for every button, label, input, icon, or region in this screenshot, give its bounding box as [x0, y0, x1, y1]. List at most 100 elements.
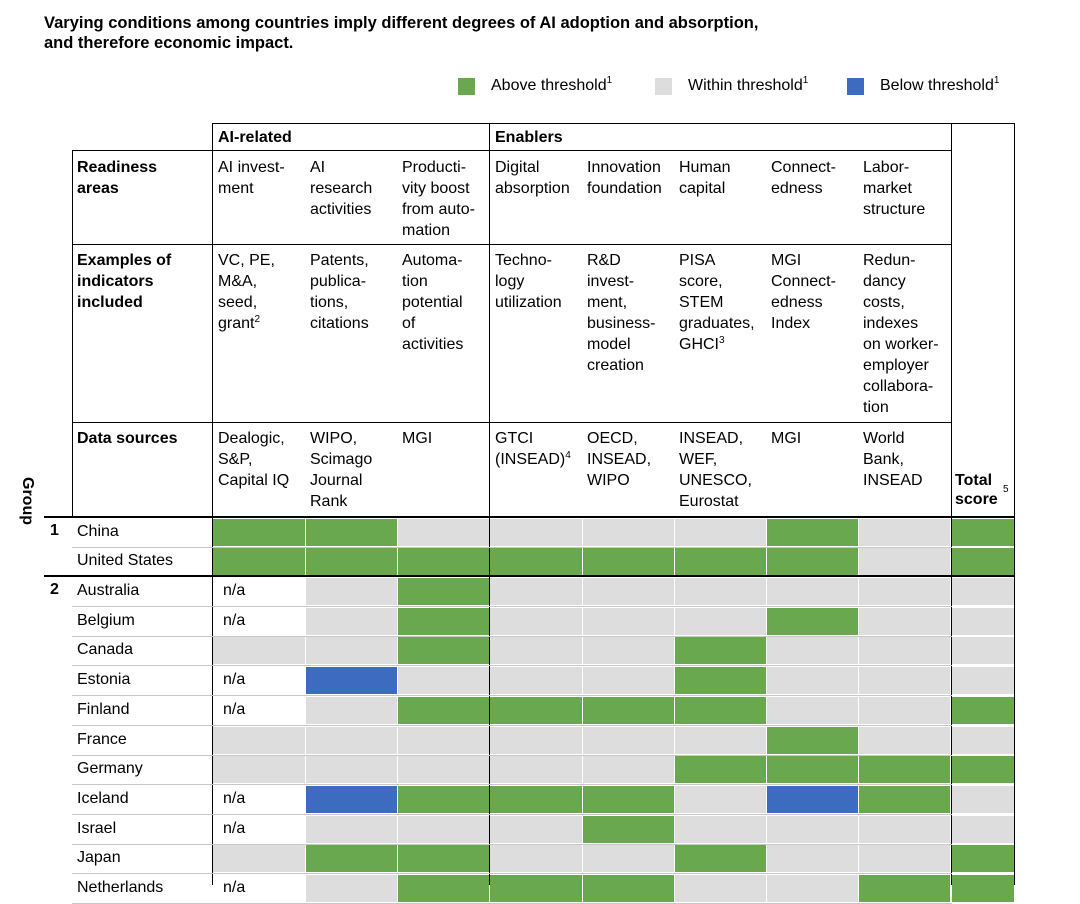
score-cell — [767, 875, 858, 902]
country-label: Netherlands — [77, 879, 164, 896]
score-cell: n/a — [213, 785, 305, 813]
na-label: n/a — [223, 582, 246, 599]
score-cell — [583, 637, 674, 665]
score-cell — [859, 815, 950, 843]
col-1-sources: Dealogic, S&P, Capital IQ — [218, 430, 290, 489]
score-cell — [213, 756, 305, 784]
score-cell — [952, 785, 1014, 813]
score-cell — [952, 726, 1014, 754]
col-4-examples: Techno- logy utilization — [495, 252, 562, 311]
score-cell — [675, 875, 766, 902]
score-cell — [213, 548, 305, 575]
score-cell — [675, 696, 766, 724]
legend-label-within: Within threshold1 — [688, 75, 809, 94]
score-cell — [952, 845, 1014, 873]
score-cell — [490, 756, 582, 784]
score-cell — [859, 519, 950, 546]
score-cell — [306, 519, 397, 546]
score-cell — [767, 785, 858, 813]
score-cell — [398, 578, 489, 605]
score-cell — [675, 815, 766, 843]
col-5-sources: OECD, INSEAD, WIPO — [587, 430, 652, 489]
score-cell — [306, 785, 397, 813]
na-label: n/a — [223, 819, 246, 837]
row-divider — [72, 784, 952, 786]
score-cell — [490, 785, 582, 813]
score-cell: n/a — [213, 667, 305, 695]
score-cell — [583, 578, 674, 605]
group-number: 2 — [50, 581, 59, 598]
score-cell — [767, 519, 858, 546]
col-4-sources: GTCI (INSEAD)4 — [495, 430, 571, 468]
score-cell — [859, 578, 950, 605]
col-4-area: Digital absorption — [495, 159, 570, 197]
vline-ai — [212, 123, 213, 885]
vline-total — [951, 123, 952, 885]
col-6-examples-footnote: 3 — [719, 335, 725, 346]
score-cell — [583, 785, 674, 813]
score-cell — [398, 726, 489, 754]
score-cell: n/a — [213, 875, 305, 902]
rule-under-examples — [72, 422, 952, 423]
score-cell — [859, 667, 950, 695]
score-cell — [583, 696, 674, 724]
score-cell — [583, 519, 674, 546]
group-header-ai: AI-related — [218, 129, 292, 146]
score-cell — [859, 845, 950, 873]
legend-label-below: Below threshold1 — [880, 75, 1000, 94]
col-1-area: AI invest- ment — [218, 159, 285, 197]
group-number: 1 — [50, 522, 59, 539]
score-cell — [767, 696, 858, 724]
score-cell — [767, 637, 858, 665]
score-cell — [952, 519, 1014, 546]
total-score-header: Total score — [955, 472, 998, 508]
rule-under-group — [72, 150, 952, 151]
left-border — [72, 150, 73, 516]
col-5-examples: R&D invest- ment, business- model creati… — [587, 252, 656, 374]
col-6-area: Human capital — [679, 159, 731, 197]
na-label: n/a — [223, 700, 246, 718]
score-cell — [952, 607, 1014, 635]
score-cell — [675, 756, 766, 784]
score-cell — [767, 578, 858, 605]
row-divider — [72, 754, 952, 756]
score-cell — [306, 607, 397, 635]
col-6-examples: PISA score, STEM graduates, GHCI3 — [679, 252, 755, 353]
score-cell — [398, 815, 489, 843]
score-cell — [675, 548, 766, 575]
row-divider — [72, 635, 952, 637]
score-cell — [398, 607, 489, 635]
score-cell — [767, 845, 858, 873]
group-column-label: Group — [19, 477, 36, 525]
na-label: n/a — [223, 789, 246, 807]
row-divider — [72, 813, 952, 815]
score-cell — [213, 845, 305, 873]
col-6-sources: INSEAD, WEF, UNESCO, Eurostat — [679, 430, 752, 510]
score-cell — [398, 667, 489, 695]
row-divider — [72, 547, 952, 548]
score-cell — [675, 519, 766, 546]
score-cell — [583, 815, 674, 843]
score-cell — [398, 696, 489, 724]
col-3-sources: MGI — [402, 430, 433, 447]
score-cell — [859, 726, 950, 754]
score-cell — [306, 696, 397, 724]
col-8-area: Labor- market structure — [863, 159, 926, 218]
country-label: Israel — [77, 819, 117, 837]
total-score-sup: 5 — [1003, 484, 1009, 495]
score-cell — [952, 815, 1014, 843]
score-cell — [398, 637, 489, 665]
score-cell — [675, 726, 766, 754]
col-3-examples: Automa- tion potential of activities — [402, 252, 464, 353]
group-header-enablers: Enablers — [495, 129, 563, 146]
legend-label-above: Above threshold1 — [491, 75, 613, 94]
rule-under-readiness — [72, 244, 952, 245]
score-cell — [490, 519, 582, 546]
col-8-sources: World Bank, INSEAD — [863, 430, 923, 489]
score-cell — [952, 637, 1014, 665]
country-label: Japan — [77, 849, 121, 867]
score-cell — [952, 875, 1014, 902]
right-border — [1014, 123, 1015, 885]
score-cell — [767, 607, 858, 635]
col-2-area: AI research activities — [310, 159, 373, 218]
